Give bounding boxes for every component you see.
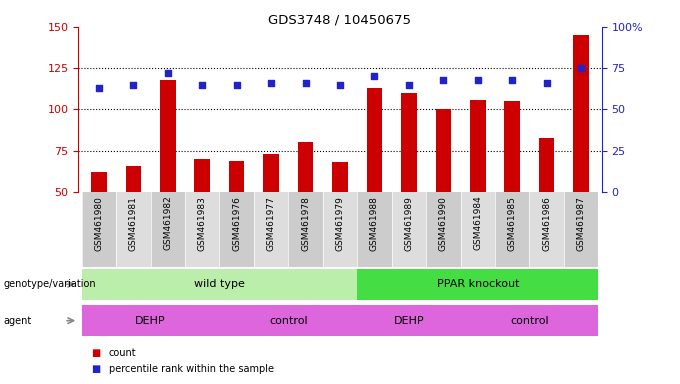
Bar bbox=[573, 35, 589, 192]
Text: GSM461985: GSM461985 bbox=[508, 196, 517, 251]
Bar bbox=[254, 192, 288, 267]
Point bbox=[576, 65, 587, 71]
Bar bbox=[333, 162, 347, 192]
Text: GSM461981: GSM461981 bbox=[129, 196, 138, 251]
Text: PPAR knockout: PPAR knockout bbox=[437, 279, 519, 289]
Bar bbox=[357, 305, 460, 336]
Text: GSM461987: GSM461987 bbox=[577, 196, 585, 251]
Bar bbox=[401, 93, 417, 192]
Bar bbox=[357, 269, 598, 300]
Bar bbox=[495, 192, 530, 267]
Bar bbox=[220, 305, 357, 336]
Bar bbox=[91, 172, 107, 192]
Bar bbox=[126, 166, 141, 192]
Bar bbox=[220, 192, 254, 267]
Text: GSM461976: GSM461976 bbox=[232, 196, 241, 251]
Point bbox=[507, 77, 517, 83]
Text: GSM461977: GSM461977 bbox=[267, 196, 275, 251]
Bar bbox=[229, 161, 244, 192]
Text: GSM461980: GSM461980 bbox=[95, 196, 103, 251]
Bar bbox=[82, 269, 357, 300]
Point bbox=[335, 82, 345, 88]
Point bbox=[403, 82, 414, 88]
Point bbox=[128, 82, 139, 88]
Bar bbox=[530, 192, 564, 267]
Text: genotype/variation: genotype/variation bbox=[3, 279, 96, 289]
Bar bbox=[82, 305, 220, 336]
Text: percentile rank within the sample: percentile rank within the sample bbox=[109, 364, 274, 374]
Bar bbox=[564, 192, 598, 267]
Bar bbox=[160, 80, 175, 192]
Text: control: control bbox=[269, 316, 307, 326]
Point bbox=[438, 77, 449, 83]
Text: control: control bbox=[510, 316, 549, 326]
Bar bbox=[367, 88, 382, 192]
Point bbox=[369, 73, 380, 79]
Point bbox=[93, 85, 104, 91]
Text: agent: agent bbox=[3, 316, 32, 326]
Point bbox=[231, 82, 242, 88]
Text: GDS3748 / 10450675: GDS3748 / 10450675 bbox=[269, 13, 411, 26]
Bar bbox=[357, 192, 392, 267]
Text: wild type: wild type bbox=[194, 279, 245, 289]
Bar bbox=[323, 192, 357, 267]
Bar bbox=[298, 142, 313, 192]
Point bbox=[473, 77, 483, 83]
Point bbox=[163, 70, 173, 76]
Text: GSM461984: GSM461984 bbox=[473, 196, 482, 250]
Text: GSM461989: GSM461989 bbox=[405, 196, 413, 251]
Bar bbox=[426, 192, 460, 267]
Bar bbox=[470, 99, 486, 192]
Bar bbox=[539, 137, 554, 192]
Bar bbox=[460, 305, 598, 336]
Text: ■: ■ bbox=[92, 364, 104, 374]
Point bbox=[197, 82, 207, 88]
Text: GSM461986: GSM461986 bbox=[542, 196, 551, 251]
Bar bbox=[288, 192, 323, 267]
Bar bbox=[263, 154, 279, 192]
Bar bbox=[150, 192, 185, 267]
Text: DEHP: DEHP bbox=[394, 316, 424, 326]
Bar bbox=[116, 192, 150, 267]
Bar bbox=[392, 192, 426, 267]
Bar bbox=[460, 192, 495, 267]
Point bbox=[541, 80, 552, 86]
Text: count: count bbox=[109, 348, 137, 358]
Text: GSM461983: GSM461983 bbox=[198, 196, 207, 251]
Bar bbox=[505, 101, 520, 192]
Text: GSM461990: GSM461990 bbox=[439, 196, 448, 251]
Text: GSM461982: GSM461982 bbox=[163, 196, 172, 250]
Bar bbox=[185, 192, 220, 267]
Text: DEHP: DEHP bbox=[135, 316, 166, 326]
Text: ■: ■ bbox=[92, 348, 104, 358]
Point bbox=[266, 80, 277, 86]
Bar bbox=[82, 192, 116, 267]
Text: GSM461978: GSM461978 bbox=[301, 196, 310, 251]
Text: GSM461979: GSM461979 bbox=[335, 196, 345, 251]
Bar bbox=[436, 109, 451, 192]
Bar bbox=[194, 159, 210, 192]
Point bbox=[300, 80, 311, 86]
Text: GSM461988: GSM461988 bbox=[370, 196, 379, 251]
